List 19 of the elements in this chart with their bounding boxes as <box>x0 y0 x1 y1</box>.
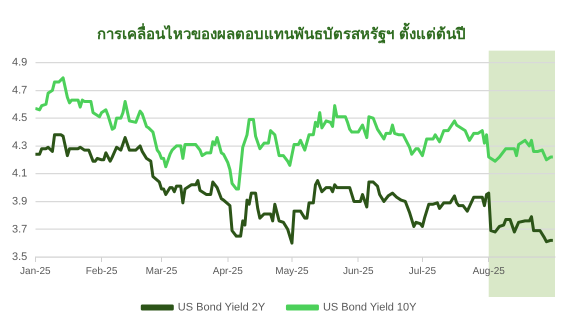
y-tick-label: 3.9 <box>12 195 28 208</box>
x-tick-label: Aug-25 <box>472 266 506 277</box>
legend-label: US Bond Yield 2Y <box>178 302 266 314</box>
x-tick-label: Jul-25 <box>408 266 436 277</box>
x-tick-label: May-25 <box>275 266 310 277</box>
y-tick-label: 4.9 <box>12 56 28 69</box>
x-tick-label: Apr-25 <box>212 266 244 277</box>
y-tick-label: 3.7 <box>12 223 28 236</box>
y-tick-label: 4.3 <box>12 140 28 152</box>
x-tick-label: Mar-25 <box>146 266 178 277</box>
x-tick-label: Jan-25 <box>20 266 52 277</box>
x-tick-label: Feb-25 <box>86 266 118 277</box>
y-tick-label: 4.5 <box>12 112 28 124</box>
chart-title: การเคลื่อนไหวของผลตอบแทนพันธบัตรสหรัฐฯ ตั้งแต่ต้นปี <box>96 22 468 46</box>
y-tick-label: 3.5 <box>12 251 28 264</box>
y-tick-label: 4.1 <box>12 168 28 180</box>
y-tick-label: 4.7 <box>12 84 28 96</box>
x-tick-label: Jun-25 <box>342 266 374 277</box>
legend-label: US Bond Yield 10Y <box>322 302 418 314</box>
